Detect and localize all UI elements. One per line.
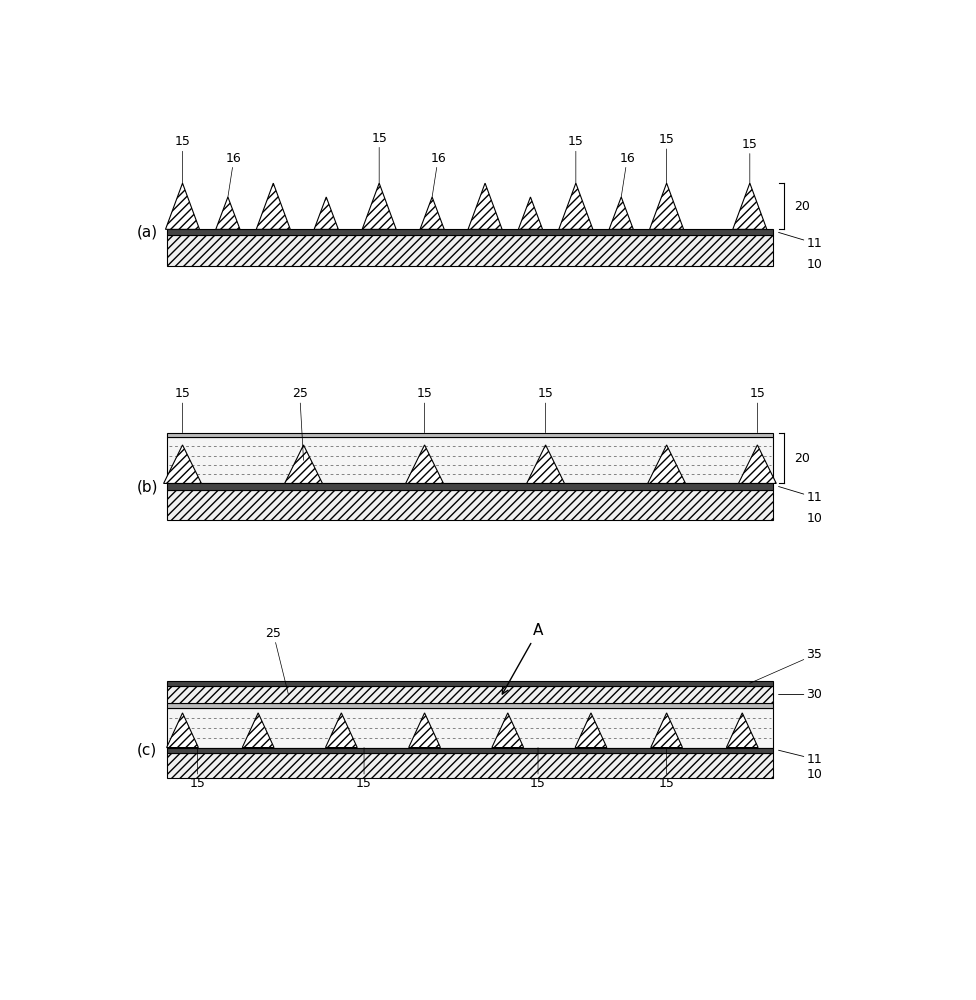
Polygon shape [406,445,443,483]
Polygon shape [739,445,776,483]
Text: 15: 15 [659,133,674,183]
Polygon shape [492,713,524,748]
Polygon shape [216,197,240,229]
Polygon shape [733,183,767,229]
Text: 15: 15 [530,748,546,790]
Bar [168,433,773,437]
Text: 16: 16 [620,152,635,197]
Polygon shape [164,445,201,483]
Bar [168,229,773,235]
Text: 20: 20 [793,200,809,213]
Text: 11: 11 [779,750,823,766]
Polygon shape [314,197,339,229]
Polygon shape [651,713,682,748]
Bar [168,753,773,778]
Text: 15: 15 [175,387,190,433]
Text: 15: 15 [417,387,432,433]
Text: 15: 15 [356,748,372,790]
Text: 25: 25 [265,627,289,694]
Polygon shape [166,183,199,229]
Bar [168,437,773,483]
Text: 15: 15 [742,138,757,183]
Bar [168,483,773,490]
Polygon shape [420,197,444,229]
Polygon shape [362,183,396,229]
Text: A: A [503,623,544,694]
Polygon shape [575,713,607,748]
Text: 15: 15 [175,135,190,183]
Polygon shape [167,713,198,748]
Text: 15: 15 [189,748,206,790]
Polygon shape [527,445,564,483]
Text: 11: 11 [779,487,823,504]
Bar [168,490,773,520]
Polygon shape [257,183,290,229]
Text: 10: 10 [806,258,823,271]
Polygon shape [648,445,685,483]
Text: 15: 15 [371,132,387,183]
Polygon shape [285,445,322,483]
Polygon shape [468,183,502,229]
Bar [168,703,773,708]
Bar [168,235,773,266]
Text: 15: 15 [538,387,553,433]
Text: 35: 35 [750,648,823,683]
Polygon shape [242,713,274,748]
Bar [168,686,773,703]
Text: 15: 15 [659,748,674,790]
Polygon shape [650,183,683,229]
Text: 16: 16 [430,152,446,197]
Bar [168,708,773,748]
Bar [168,681,773,686]
Text: 15: 15 [568,135,584,183]
Bar [168,748,773,753]
Text: 10: 10 [806,512,823,525]
Text: 10: 10 [806,768,823,781]
Text: (b): (b) [137,479,159,494]
Polygon shape [726,713,758,748]
Text: 25: 25 [292,387,307,460]
Text: 20: 20 [793,452,809,465]
Text: 16: 16 [226,152,242,197]
Text: 11: 11 [779,232,823,250]
Polygon shape [609,197,633,229]
Text: (c): (c) [137,742,157,757]
Polygon shape [325,713,357,748]
Polygon shape [409,713,440,748]
Polygon shape [559,183,592,229]
Polygon shape [518,197,543,229]
Text: 30: 30 [779,688,823,701]
Text: 15: 15 [750,387,765,433]
Text: (a): (a) [137,225,158,240]
